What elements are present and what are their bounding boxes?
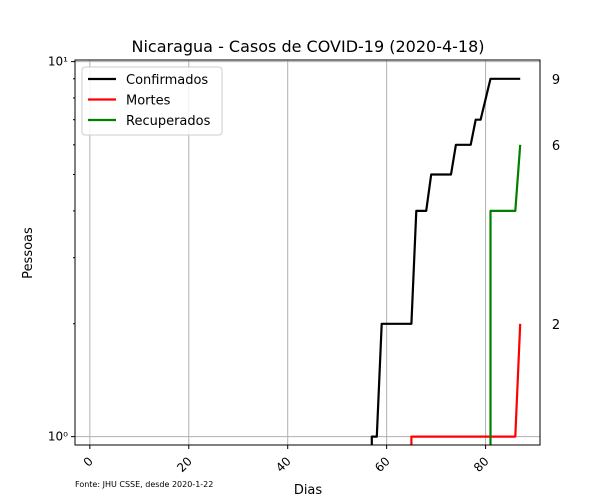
- y-ticks: 10⁰ 10¹: [48, 55, 75, 444]
- y-tick-label: 10⁰: [48, 430, 68, 444]
- series-line-confirmados: [370, 77, 521, 445]
- plot-frame: [74, 59, 541, 446]
- series-line-mortes: [410, 323, 522, 445]
- right-value-label: 6: [552, 139, 560, 154]
- series-line-recuperados: [489, 144, 522, 445]
- legend: Confirmados Mortes Recuperados: [81, 66, 223, 136]
- right-value-label: 9: [552, 73, 560, 88]
- right-labels: 9 6 2: [552, 73, 560, 333]
- legend-entry: Recuperados: [126, 114, 211, 129]
- y-tick-label: 10¹: [48, 55, 68, 69]
- legend-box: [81, 66, 223, 136]
- chart-title: Nicaragua - Casos de COVID-19 (2020-4-18…: [131, 37, 484, 56]
- legend-entry: Mortes: [126, 94, 171, 109]
- x-axis-label: Dias: [294, 483, 323, 498]
- series-lines: [370, 77, 522, 445]
- source-note: Fonte: JHU CSSE, desde 2020-1-22: [75, 480, 213, 489]
- legend-entry: Confirmados: [126, 73, 208, 88]
- right-value-label: 2: [552, 318, 560, 333]
- y-axis-label: Pessoas: [21, 227, 36, 279]
